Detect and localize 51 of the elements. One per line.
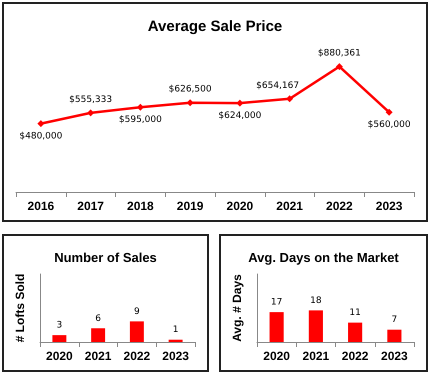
point <box>286 95 294 102</box>
x-tick-label: 2021 <box>84 349 112 363</box>
x-tick-label: 2023 <box>381 349 408 363</box>
x-tick-label: 2022 <box>124 349 151 363</box>
bar <box>387 330 402 342</box>
point <box>336 63 343 70</box>
data-label: 1 <box>172 325 178 336</box>
x-tick-label: 2023 <box>376 199 403 213</box>
x-tick-label: 2022 <box>342 349 369 363</box>
x-tick-label: 2020 <box>226 199 254 213</box>
x-tick-label: 2021 <box>302 349 330 363</box>
bar <box>130 321 144 342</box>
data-label: $626,500 <box>168 84 212 95</box>
x-tick-label: 2018 <box>127 199 154 213</box>
data-label: 11 <box>349 308 361 318</box>
chart-title: Average Sale Price <box>148 18 282 35</box>
x-tick-label: 2020 <box>263 349 290 363</box>
chart-title: Number of Sales <box>54 250 157 265</box>
point <box>236 100 244 107</box>
y-axis-title: Avg. # Days <box>230 274 244 342</box>
y-axis-title: # Lofts Sold <box>13 274 27 342</box>
data-label: $560,000 <box>368 120 411 130</box>
bar <box>308 310 323 342</box>
chart-title: Avg. Days on the Market <box>248 250 400 265</box>
data-label: 7 <box>392 315 398 326</box>
x-tick-label: 2017 <box>77 199 104 213</box>
data-label: $480,000 <box>19 132 63 142</box>
data-label: 17 <box>270 298 282 308</box>
data-label: 6 <box>95 314 102 324</box>
bar <box>91 328 106 342</box>
data-label: $555,333 <box>69 94 112 105</box>
point <box>37 120 44 128</box>
x-tick-label: 2023 <box>162 349 190 363</box>
data-label: 9 <box>134 306 140 317</box>
point <box>87 109 94 116</box>
point <box>386 108 393 116</box>
bar <box>52 335 66 342</box>
data-label: $624,000 <box>218 111 262 122</box>
data-label: $880,361 <box>318 48 361 59</box>
data-label: 3 <box>56 320 62 331</box>
x-tick-label: 2022 <box>326 199 354 213</box>
bar <box>270 312 284 342</box>
x-tick-label: 2019 <box>176 199 204 213</box>
bar <box>348 322 362 342</box>
x-tick-label: 2020 <box>46 349 74 363</box>
x-tick-label: 2016 <box>28 199 55 213</box>
data-label: $595,000 <box>118 115 162 126</box>
x-tick-label: 2021 <box>276 199 304 213</box>
data-label: $654,167 <box>256 80 300 91</box>
point <box>136 104 144 111</box>
data-label: 18 <box>310 296 322 306</box>
